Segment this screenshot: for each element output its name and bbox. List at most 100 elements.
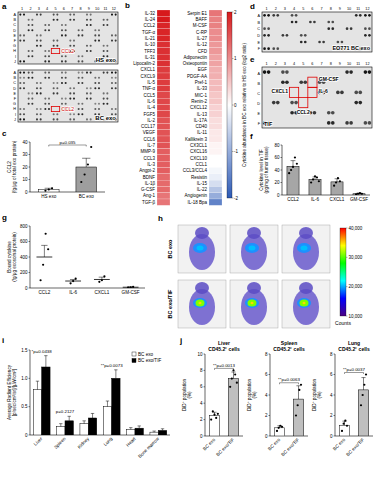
cytokine-name: MMP-9	[141, 149, 156, 154]
spot	[23, 82, 25, 84]
signal	[197, 246, 204, 251]
heat-cell	[157, 67, 170, 73]
row-letter: F	[258, 122, 261, 126]
y-tick-label: 6	[330, 372, 333, 377]
column-number: 7	[71, 7, 73, 11]
category-label: CCL2	[287, 197, 299, 202]
spot	[349, 70, 353, 74]
point	[69, 282, 71, 284]
row-letter: J	[14, 60, 16, 64]
spot	[81, 77, 83, 79]
y-tick	[29, 272, 31, 273]
spot	[90, 72, 92, 74]
y-tick	[29, 288, 31, 289]
highlight-label: CCL2	[61, 106, 74, 112]
heat-cell	[157, 23, 170, 29]
spot	[61, 77, 63, 79]
bar	[57, 427, 65, 436]
heat-cell	[157, 86, 170, 92]
membrane	[262, 67, 372, 128]
spot	[48, 77, 50, 79]
heat-cell	[157, 136, 170, 142]
heat-cell	[209, 155, 222, 161]
panel-label: a	[2, 2, 7, 11]
bar	[158, 430, 166, 435]
category-label: BC exo	[202, 437, 217, 452]
spot	[48, 60, 50, 62]
spot	[309, 21, 312, 24]
image-frame	[282, 280, 330, 328]
spot	[358, 101, 362, 105]
row-letter: H	[13, 107, 16, 111]
category-label: CXCL1	[330, 197, 345, 202]
point	[210, 419, 212, 421]
column-number: 4	[293, 7, 295, 11]
spot	[327, 111, 331, 115]
y-tick-label: 20	[274, 180, 280, 185]
heat-cell	[157, 48, 170, 54]
y-tick	[334, 354, 336, 355]
p-value: **p=0.0013	[213, 363, 235, 368]
spot	[263, 47, 266, 50]
spot	[65, 72, 67, 74]
spot	[98, 34, 100, 36]
spot	[65, 103, 67, 105]
point	[290, 169, 292, 171]
spot	[78, 82, 80, 84]
heat-cell	[157, 199, 170, 205]
heat-cell	[209, 130, 222, 136]
spot	[61, 82, 63, 84]
spot	[31, 50, 33, 52]
y-tick-label: 20	[22, 165, 28, 170]
error-bar	[127, 286, 133, 287]
mouse-body	[241, 234, 267, 270]
spot	[115, 77, 117, 79]
y-tick-label: 60	[274, 155, 280, 160]
point	[318, 180, 320, 182]
point	[130, 286, 132, 288]
column-number: 4	[46, 7, 48, 11]
category-label: GM-CSF	[350, 197, 368, 202]
point	[213, 414, 215, 416]
x-axis	[30, 288, 145, 289]
spot	[267, 47, 270, 50]
y-tick-label: 8	[265, 352, 268, 357]
spot	[31, 19, 33, 21]
y-tick	[204, 419, 206, 420]
mouse-body	[241, 289, 267, 325]
spot	[28, 72, 30, 74]
y-tick-label: 0	[277, 193, 280, 198]
colorbar-tick	[346, 286, 348, 287]
spot	[106, 24, 108, 26]
spot	[327, 21, 330, 24]
p-value: **p=0.0073	[101, 363, 123, 368]
colorbar-tick-label: 30,000	[349, 255, 363, 260]
spot	[78, 103, 80, 105]
cytokine-name: CCL6	[143, 137, 155, 142]
spot	[73, 14, 75, 16]
spot	[304, 41, 307, 44]
chart: i00.51.01.5Average Radiant Efficiency[p/…	[2, 336, 170, 459]
y-tick-label: 600	[20, 239, 28, 244]
category-label: Lung	[103, 436, 114, 447]
spot	[73, 87, 75, 89]
spot	[61, 55, 63, 57]
spot	[263, 14, 266, 17]
line: CD45.2⁺ cells	[273, 346, 305, 352]
row-letter: B	[13, 76, 16, 80]
line: Bound cytokine	[7, 241, 12, 273]
point	[132, 286, 134, 288]
spot	[78, 55, 80, 57]
column-number: 11	[356, 7, 360, 11]
point	[297, 404, 299, 406]
spot	[295, 14, 298, 17]
chart: c010203040CCL2(fg/μg of total exo protei…	[2, 129, 105, 199]
spot	[23, 113, 25, 115]
spot	[86, 19, 88, 21]
panel-label: b	[125, 1, 130, 10]
spot	[73, 40, 75, 42]
spot	[350, 27, 353, 30]
mouse-body	[293, 234, 319, 270]
y-tick	[29, 167, 31, 168]
spot	[276, 47, 279, 50]
